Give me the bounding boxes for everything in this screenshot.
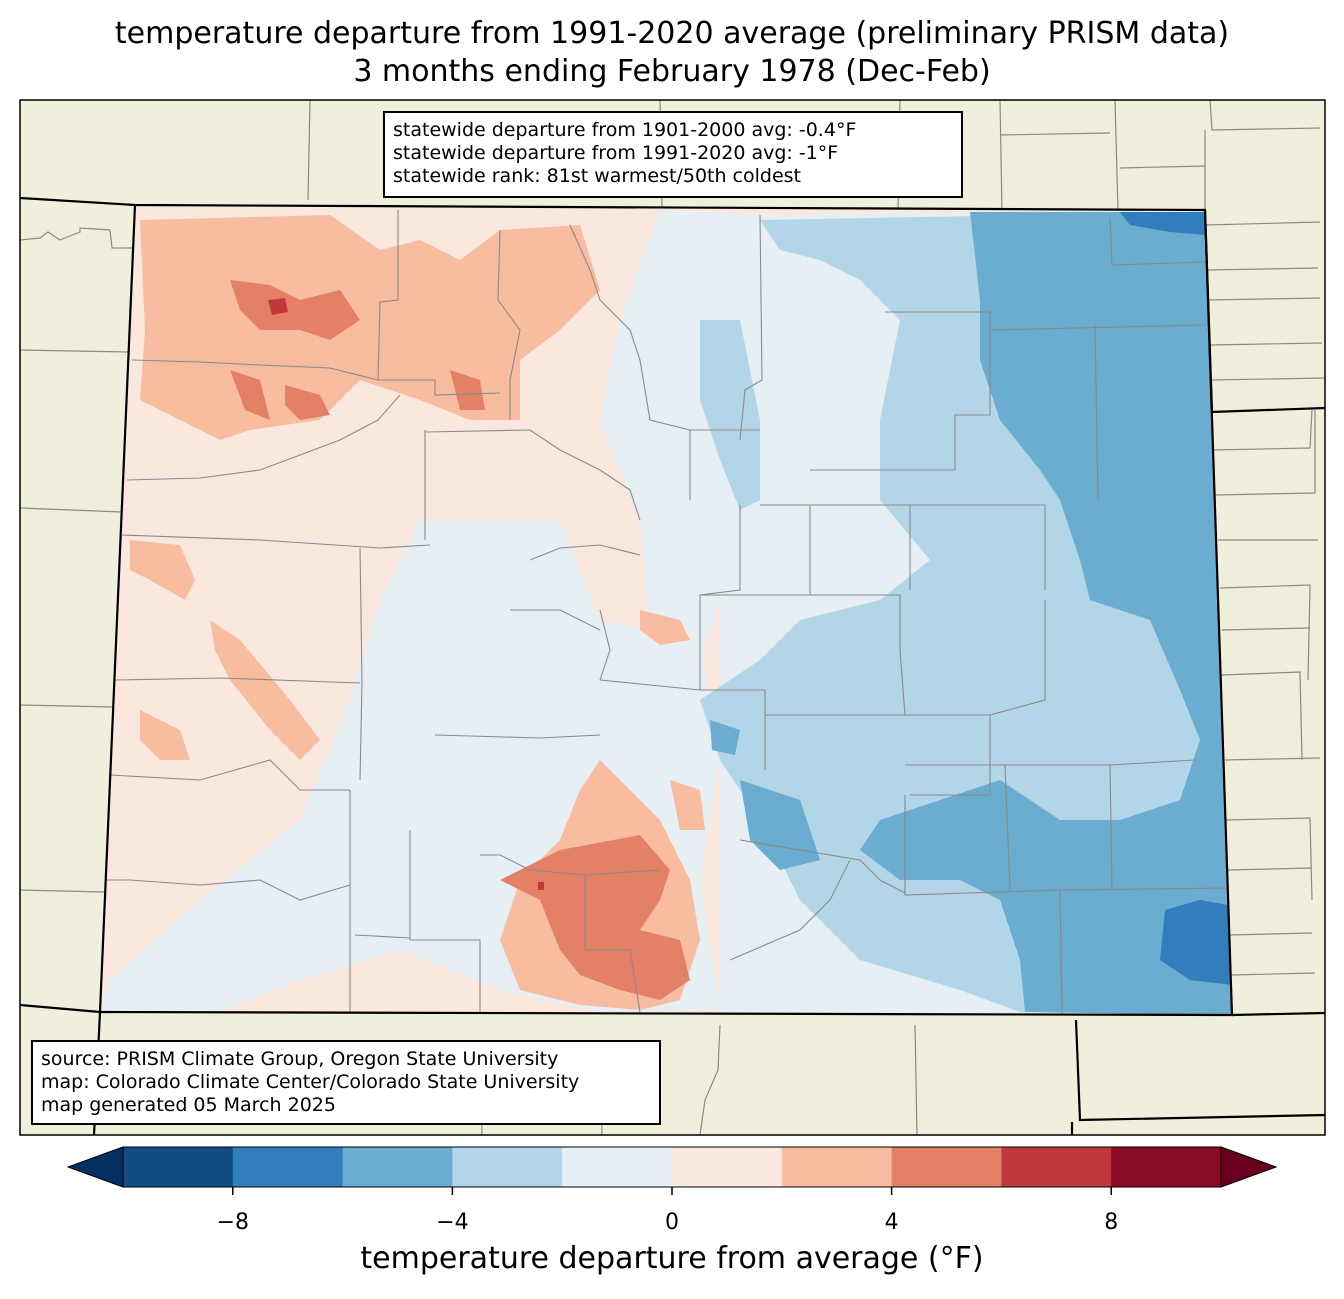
map-frame: [19, 99, 1326, 1136]
colorbar-tick-label: 4: [885, 1210, 899, 1235]
colorbar-bin: [232, 1147, 344, 1187]
stats-rank: statewide rank: 81st warmest/50th coldes…: [393, 165, 802, 187]
colorbar: −8 −4 0 4 8: [66, 1146, 1278, 1235]
map-title: temperature departure from 1991-2020 ave…: [114, 16, 1230, 51]
source-box: source: PRISM Climate Group, Oregon Stat…: [31, 1040, 661, 1125]
colorbar-tick-label: −8: [217, 1210, 249, 1235]
source-line: source: PRISM Climate Group, Oregon Stat…: [41, 1048, 559, 1070]
colorbar-bin: [452, 1147, 563, 1187]
colorbar-tick-label: 8: [1104, 1210, 1118, 1235]
colorado-county-lines: [105, 210, 1232, 1015]
map-credit-line: map: Colorado Climate Center/Colorado St…: [41, 1071, 580, 1093]
colorbar-bin: [342, 1147, 453, 1187]
colorbar-bin: [891, 1147, 1002, 1187]
colorbar-bin: [1111, 1147, 1222, 1187]
generated-date-line: map generated 05 March 2025: [41, 1094, 336, 1116]
stats-departure-1991-2020: statewide departure from 1991-2020 avg: …: [393, 142, 839, 164]
map-subtitle: 3 months ending February 1978 (Dec-Feb): [353, 54, 991, 89]
colorbar-bin: [562, 1147, 673, 1187]
colorbar-over-arrow: [1220, 1146, 1278, 1188]
colorbar-label: temperature departure from average (°F): [360, 1241, 984, 1276]
colorbar-bin: [123, 1147, 234, 1187]
stats-departure-1901-2000: statewide departure from 1901-2000 avg: …: [393, 119, 857, 141]
statewide-stats-box: statewide departure from 1901-2000 avg: …: [383, 111, 963, 198]
temperature-anomaly-field: [100, 205, 1232, 1015]
colorbar-under-arrow: [66, 1146, 124, 1188]
colorbar-tick-label: 0: [665, 1210, 679, 1235]
colorbar-bin: [1001, 1147, 1112, 1187]
colorbar-bin: [781, 1147, 893, 1187]
colorbar-bin: [672, 1147, 783, 1187]
colorbar-tick-label: −4: [436, 1210, 468, 1235]
